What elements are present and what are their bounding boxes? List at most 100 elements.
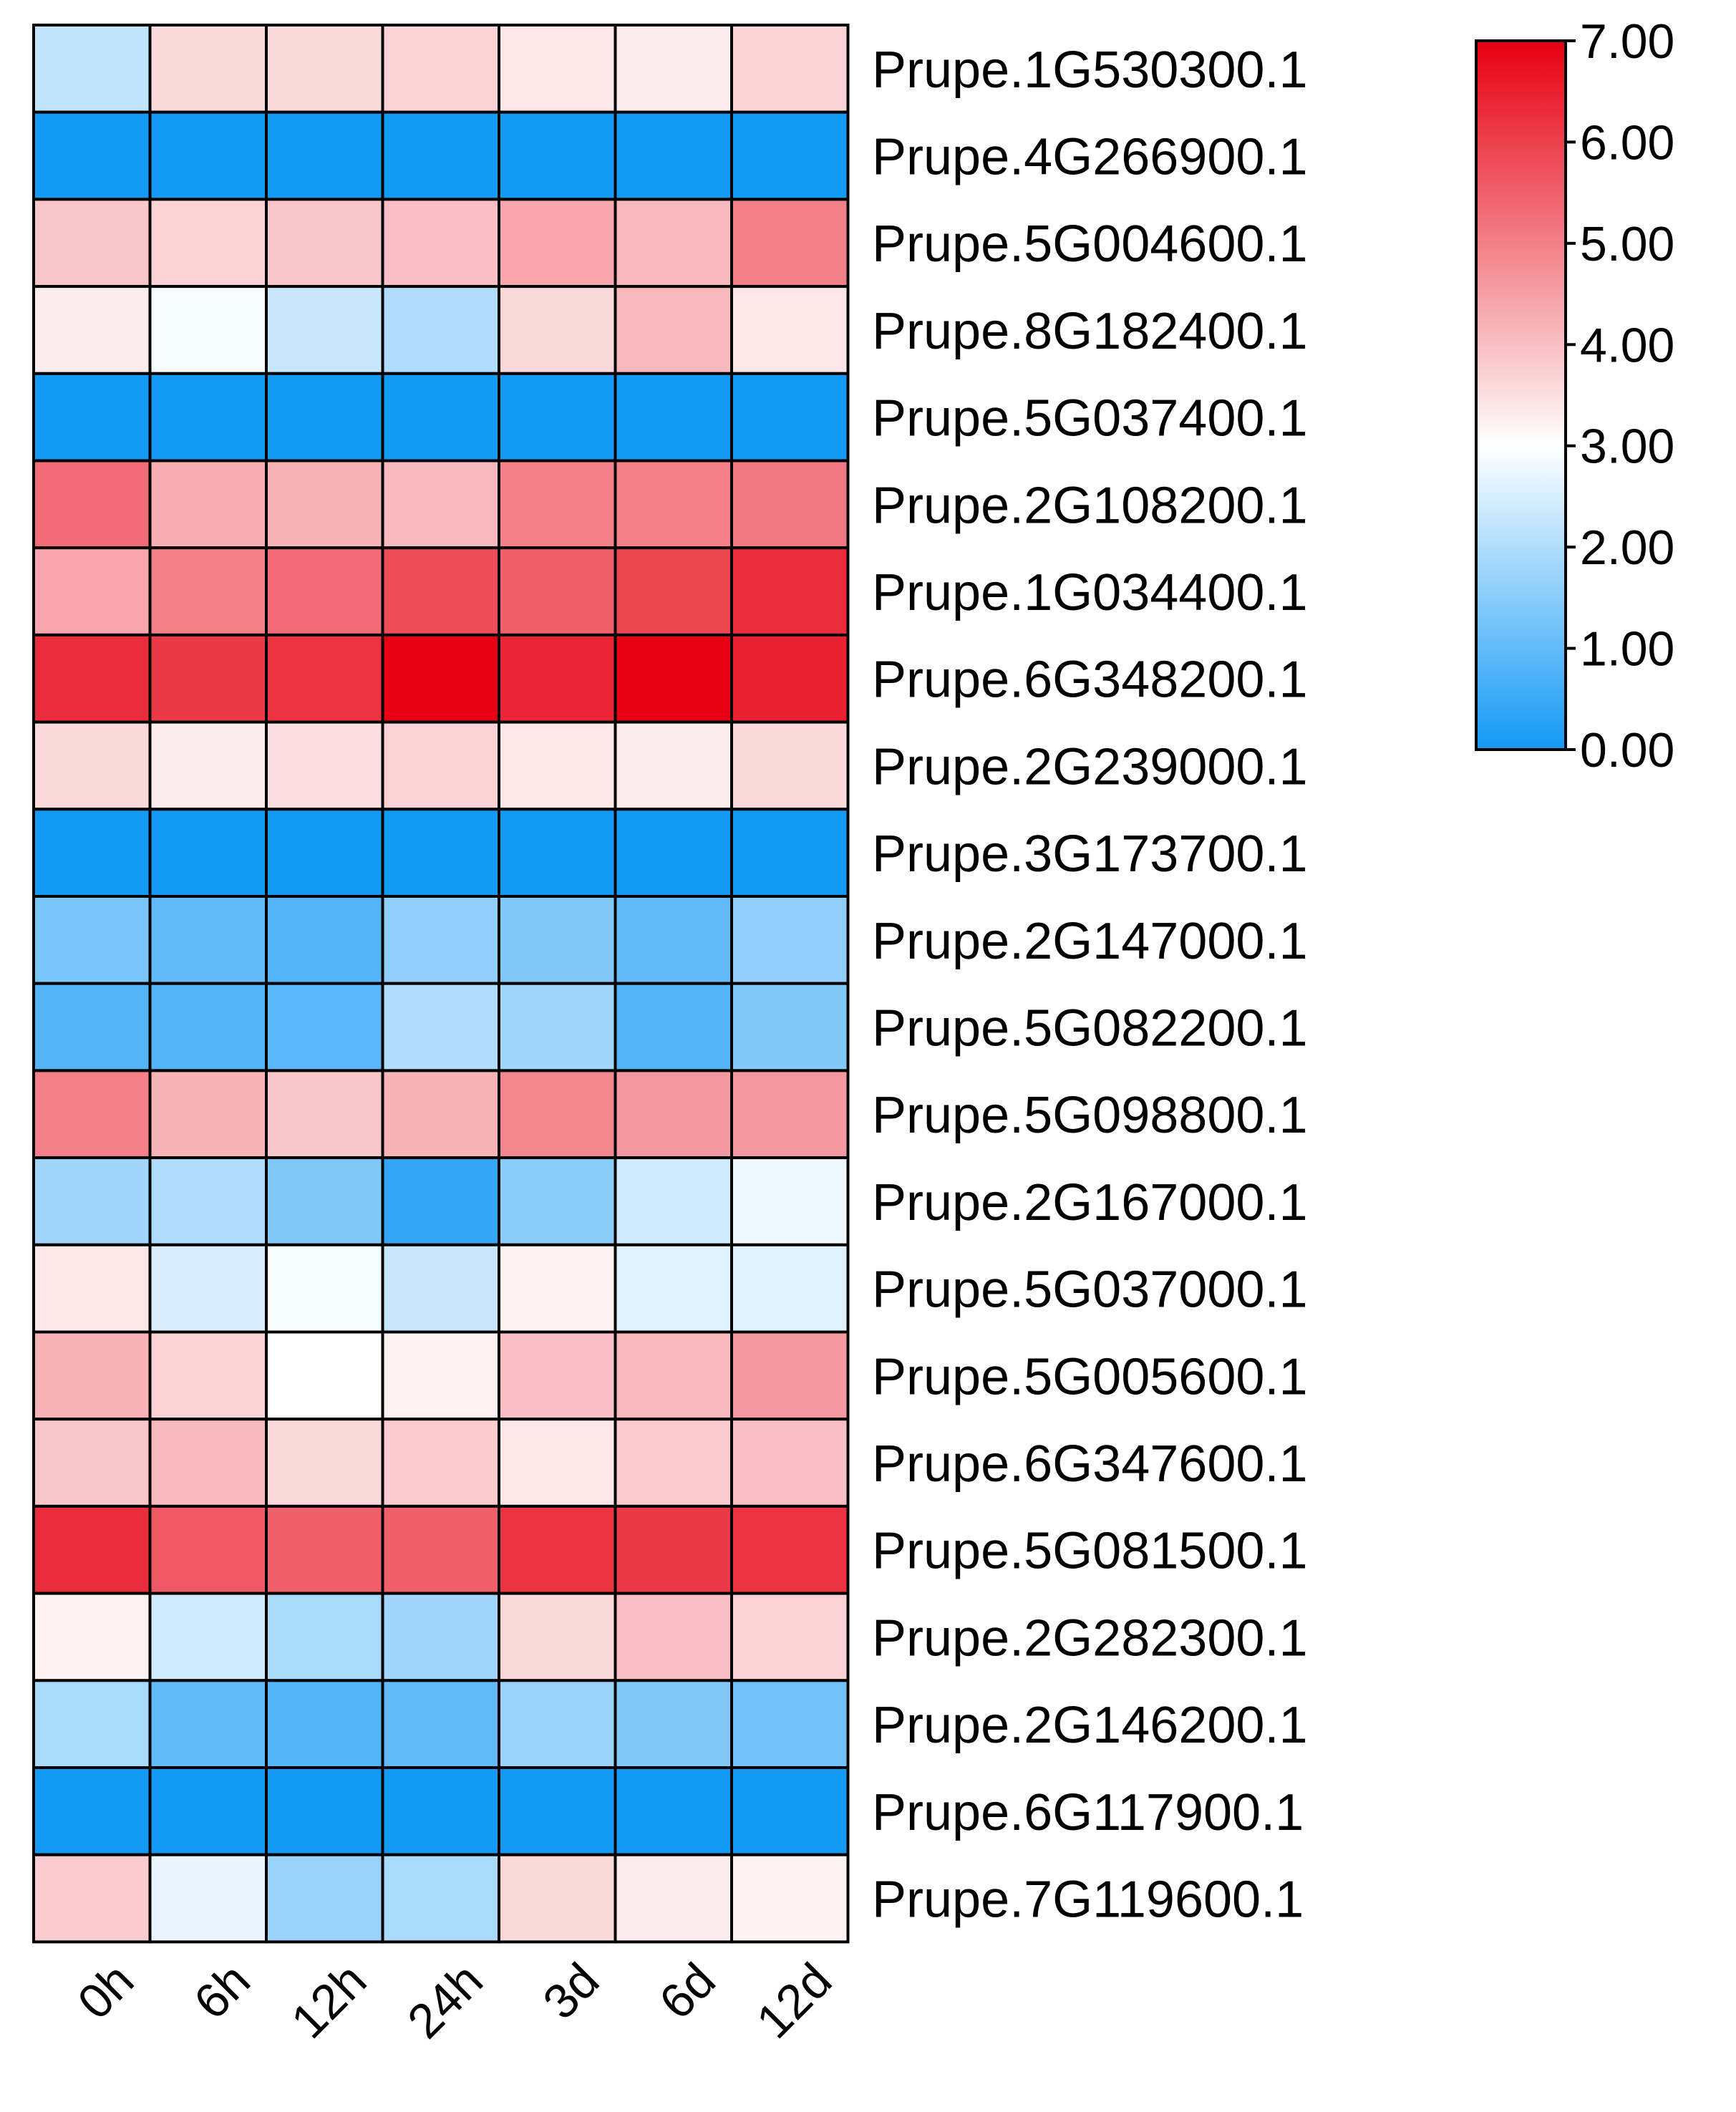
heatmap-cell bbox=[730, 1766, 850, 1856]
heatmap-cell bbox=[381, 1330, 500, 1421]
heatmap-cell bbox=[265, 982, 384, 1072]
row-label: Prupe.5G037000.1 bbox=[872, 1261, 1307, 1319]
heatmap-cell bbox=[730, 1243, 850, 1334]
row-label: Prupe.1G034400.1 bbox=[872, 564, 1307, 621]
heatmap-cell bbox=[148, 372, 268, 462]
heatmap-cell bbox=[32, 633, 152, 724]
heatmap-cell bbox=[498, 459, 617, 550]
heatmap-cell bbox=[381, 1243, 500, 1334]
heatmap-cell bbox=[148, 720, 268, 811]
heatmap-cell bbox=[265, 459, 384, 550]
heatmap-cell bbox=[148, 1853, 268, 1944]
heatmap-cell bbox=[614, 982, 733, 1072]
heatmap-cell bbox=[498, 895, 617, 985]
colorbar-tick-label: 7.00 bbox=[1580, 14, 1674, 69]
heatmap-cell bbox=[614, 895, 733, 985]
heatmap-cell bbox=[265, 24, 384, 114]
heatmap-cell bbox=[614, 633, 733, 724]
column-labels: 0h 6h 12h 24h 3d 6d 12d bbox=[67, 1953, 842, 2049]
row-label: Prupe.6G348200.1 bbox=[872, 651, 1307, 709]
heatmap-cell bbox=[614, 720, 733, 811]
heatmap-cell bbox=[265, 720, 384, 811]
column-label: 0h bbox=[67, 1953, 144, 2030]
heatmap-cell bbox=[614, 1330, 733, 1421]
heatmap-cell bbox=[265, 1679, 384, 1770]
row-label: Prupe.3G173700.1 bbox=[872, 825, 1307, 883]
heatmap-cell bbox=[498, 1418, 617, 1508]
heatmap-cell bbox=[148, 895, 268, 985]
heatmap-cell bbox=[381, 372, 500, 462]
heatmap-cell bbox=[265, 1156, 384, 1246]
heatmap-cell bbox=[148, 1069, 268, 1160]
row-label: Prupe.5G098800.1 bbox=[872, 1087, 1307, 1144]
heatmap-cell bbox=[265, 1418, 384, 1508]
colorbar-tick-label: 4.00 bbox=[1580, 318, 1674, 372]
row-label: Prupe.5G082200.1 bbox=[872, 999, 1307, 1057]
heatmap-cell bbox=[730, 24, 850, 114]
heatmap-cell bbox=[148, 1504, 268, 1595]
heatmap-cell bbox=[148, 1243, 268, 1334]
heatmap-cell bbox=[148, 198, 268, 289]
colorbar-gradient bbox=[1475, 39, 1567, 751]
heatmap-cell bbox=[498, 808, 617, 898]
heatmap-cell bbox=[32, 1766, 152, 1856]
heatmap-cell bbox=[32, 1418, 152, 1508]
heatmap-cell bbox=[730, 1418, 850, 1508]
heatmap-cell bbox=[381, 1069, 500, 1160]
heatmap-cell bbox=[614, 808, 733, 898]
heatmap-cell bbox=[265, 1243, 384, 1334]
heatmap-cells bbox=[32, 24, 850, 1944]
heatmap-cell bbox=[381, 1853, 500, 1944]
heatmap-cell bbox=[498, 24, 617, 114]
heatmap-cell bbox=[614, 24, 733, 114]
heatmap-cell bbox=[730, 372, 850, 462]
heatmap-cell bbox=[381, 1766, 500, 1856]
heatmap-cell bbox=[32, 372, 152, 462]
row-label: Prupe.2G147000.1 bbox=[872, 913, 1307, 970]
heatmap-cell bbox=[265, 1504, 384, 1595]
heatmap-cell bbox=[381, 1679, 500, 1770]
heatmap-cell bbox=[381, 24, 500, 114]
colorbar-tick-label: 3.00 bbox=[1580, 420, 1674, 474]
heatmap-cell bbox=[498, 633, 617, 724]
heatmap-cell bbox=[730, 459, 850, 550]
column-label: 6h bbox=[184, 1953, 261, 2030]
row-label: Prupe.5G004600.1 bbox=[872, 215, 1307, 273]
heatmap-cell bbox=[265, 372, 384, 462]
heatmap-cell bbox=[148, 1766, 268, 1856]
heatmap-cell bbox=[32, 546, 152, 636]
heatmap-cell bbox=[614, 1592, 733, 1682]
heatmap-cell bbox=[148, 546, 268, 636]
heatmap-cell bbox=[265, 895, 384, 985]
heatmap-cell bbox=[148, 285, 268, 375]
heatmap-cell bbox=[265, 808, 384, 898]
row-label: Prupe.1G530300.1 bbox=[872, 42, 1307, 99]
heatmap-cell bbox=[148, 24, 268, 114]
column-label: 3d bbox=[533, 1953, 609, 2030]
heatmap-cell bbox=[32, 1853, 152, 1944]
column-label: 24h bbox=[397, 1953, 493, 2049]
heatmap-cell bbox=[32, 895, 152, 985]
heatmap-cell bbox=[498, 1330, 617, 1421]
heatmap-cell bbox=[32, 1243, 152, 1334]
heatmap-cell bbox=[730, 808, 850, 898]
heatmap-cell bbox=[498, 982, 617, 1072]
heatmap-cell bbox=[614, 198, 733, 289]
heatmap-cell bbox=[381, 982, 500, 1072]
heatmap-cell bbox=[498, 1766, 617, 1856]
heatmap-cell bbox=[730, 110, 850, 201]
heatmap-cell bbox=[381, 633, 500, 724]
heatmap-cell bbox=[498, 1853, 617, 1944]
heatmap-cell bbox=[265, 285, 384, 375]
heatmap-cell bbox=[381, 1156, 500, 1246]
heatmap-cell bbox=[730, 546, 850, 636]
heatmap-cell bbox=[498, 198, 617, 289]
heatmap-cell bbox=[381, 1592, 500, 1682]
heatmap-cell bbox=[32, 110, 152, 201]
heatmap-cell bbox=[614, 372, 733, 462]
column-label: 12d bbox=[746, 1953, 842, 2049]
heatmap-cell bbox=[730, 285, 850, 375]
heatmap-cell bbox=[32, 1069, 152, 1160]
heatmap-cell bbox=[614, 546, 733, 636]
